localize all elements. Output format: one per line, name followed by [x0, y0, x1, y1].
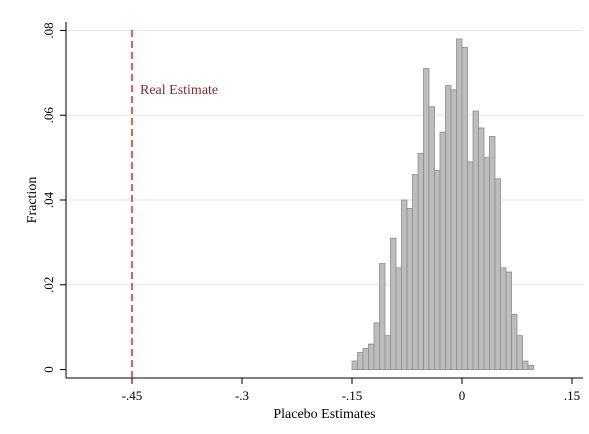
histogram-bar [439, 131, 446, 370]
histogram-bar [489, 136, 496, 370]
histogram-bars [351, 38, 534, 370]
histogram-bar [505, 271, 512, 370]
histogram-bar [351, 360, 358, 370]
histogram-bar [445, 85, 452, 370]
histogram-bar [373, 322, 380, 370]
histogram-bar [500, 267, 507, 370]
histogram-bar [390, 237, 397, 370]
histogram-bar [357, 352, 364, 370]
histogram-bar [401, 199, 408, 370]
histogram-bar [368, 343, 375, 370]
histogram-bar [423, 68, 430, 370]
x-tick-label: 0 [459, 388, 466, 403]
reference-line-label: Real Estimate [140, 83, 218, 98]
histogram-bar [379, 263, 386, 370]
histogram-bar [406, 208, 413, 370]
histogram-bar [395, 267, 402, 370]
x-tick-label: .15 [564, 388, 580, 403]
histogram-bar [522, 360, 529, 370]
histogram-bar [494, 178, 501, 370]
x-axis-title: Placebo Estimates [273, 407, 375, 422]
histogram-bar [527, 364, 534, 370]
reference-line-group: Real Estimate [131, 30, 218, 378]
x-tick-label: -.15 [342, 388, 363, 403]
y-tick-label: .02 [41, 277, 56, 293]
histogram-bar [472, 110, 479, 370]
x-axis-ticks: -.45 -.3 -.15 0 .15 [122, 378, 580, 403]
grid-lines [66, 29, 583, 286]
histogram-bar [478, 127, 485, 370]
histogram-bar [362, 347, 369, 370]
histogram-bar [511, 314, 518, 370]
histogram-bar [434, 169, 441, 370]
histogram-bar [483, 157, 490, 370]
y-axis-ticks: 0 .02 .04 .06 .08 [41, 22, 66, 373]
histogram-bar [412, 174, 419, 370]
y-axis-title: Fraction [25, 177, 40, 224]
histogram-bar [516, 335, 523, 370]
histogram-bar [450, 89, 457, 370]
y-tick-label: .04 [41, 191, 56, 208]
x-tick-label: -.3 [235, 388, 249, 403]
histogram-bar [417, 152, 424, 370]
histogram-bar [384, 335, 391, 370]
histogram-bar [461, 47, 468, 370]
y-tick-label: 0 [41, 366, 56, 373]
histogram-bar [456, 38, 463, 370]
y-tick-label: .06 [41, 107, 56, 124]
histogram-bar [428, 106, 435, 370]
x-tick-label: -.45 [122, 388, 143, 403]
y-tick-label: .08 [41, 22, 56, 38]
histogram-bar [467, 161, 474, 370]
